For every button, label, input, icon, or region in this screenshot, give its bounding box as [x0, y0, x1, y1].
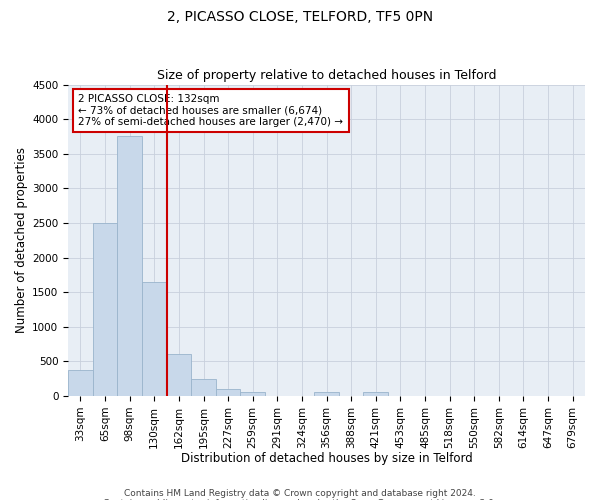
Bar: [191, 378, 216, 396]
Text: Contains HM Land Registry data © Crown copyright and database right 2024.: Contains HM Land Registry data © Crown c…: [124, 488, 476, 498]
Bar: [118, 136, 142, 396]
Bar: [364, 392, 388, 396]
X-axis label: Distribution of detached houses by size in Telford: Distribution of detached houses by size …: [181, 452, 472, 465]
Bar: [93, 223, 118, 396]
Bar: [142, 282, 167, 396]
Bar: [68, 370, 93, 396]
Text: 2, PICASSO CLOSE, TELFORD, TF5 0PN: 2, PICASSO CLOSE, TELFORD, TF5 0PN: [167, 10, 433, 24]
Bar: [241, 392, 265, 396]
Title: Size of property relative to detached houses in Telford: Size of property relative to detached ho…: [157, 69, 496, 82]
Text: 2 PICASSO CLOSE: 132sqm
← 73% of detached houses are smaller (6,674)
27% of semi: 2 PICASSO CLOSE: 132sqm ← 73% of detache…: [79, 94, 343, 127]
Y-axis label: Number of detached properties: Number of detached properties: [15, 148, 28, 334]
Bar: [314, 392, 339, 396]
Bar: [216, 389, 241, 396]
Text: Contains public sector information licensed under the Open Government Licence v3: Contains public sector information licen…: [103, 498, 497, 500]
Bar: [167, 354, 191, 396]
